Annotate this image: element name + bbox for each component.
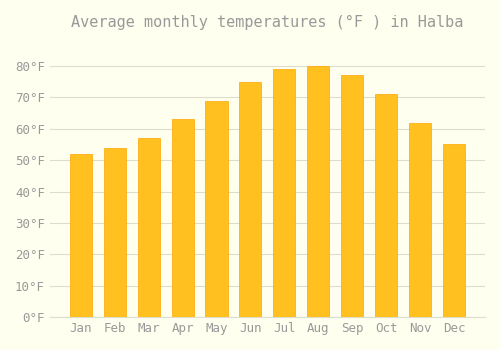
Bar (308, 66, 330, 317)
Bar (240, 82, 262, 317)
Bar (104, 148, 126, 317)
Bar (375, 94, 398, 317)
Bar (70, 154, 92, 317)
Bar (342, 76, 363, 317)
Bar (206, 100, 228, 317)
Bar (138, 138, 160, 317)
Title: Average monthly temperatures (°F ) in Halba: Average monthly temperatures (°F ) in Ha… (71, 15, 464, 30)
Bar (274, 69, 295, 317)
Bar (172, 119, 194, 317)
Bar (409, 122, 432, 317)
Bar (443, 145, 465, 317)
